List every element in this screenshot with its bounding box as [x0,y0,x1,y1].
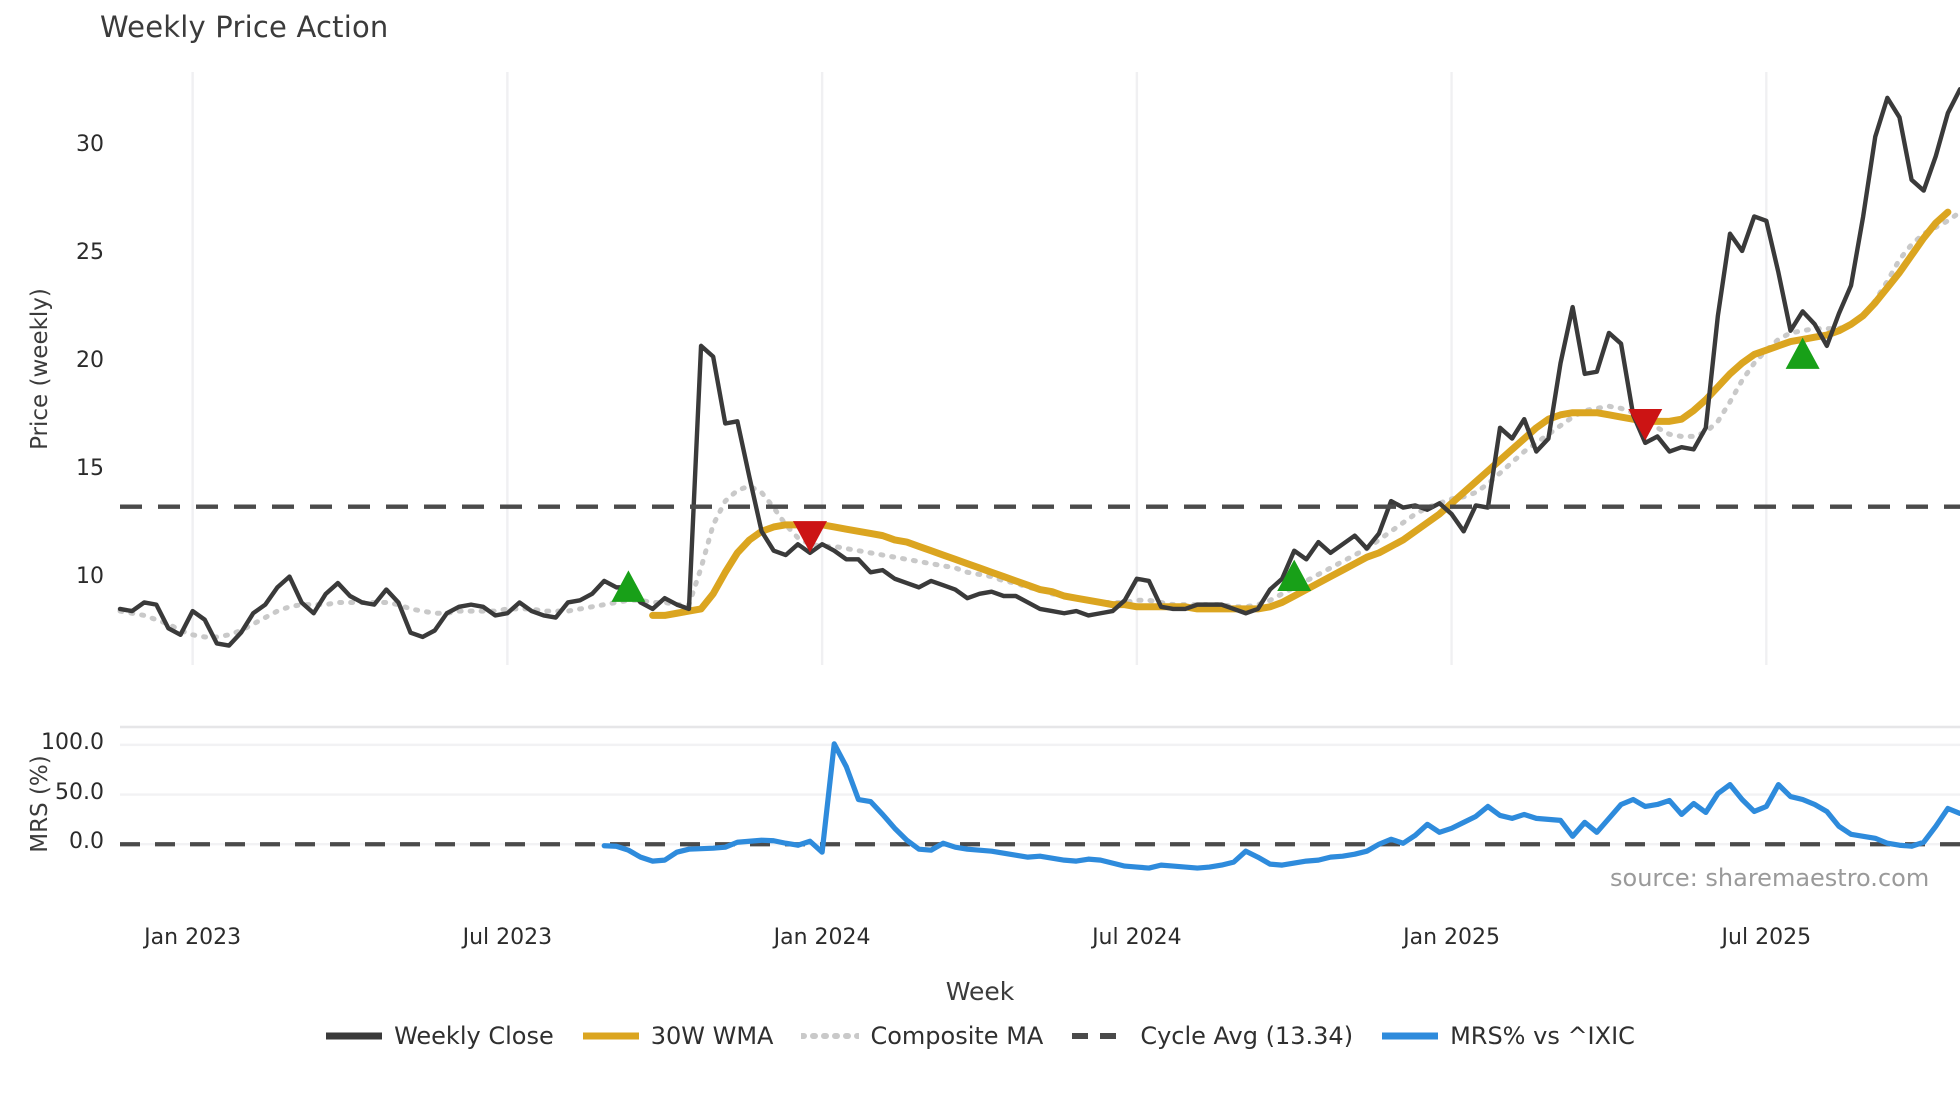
price-y-tick-label: 30 [76,132,104,158]
x-axis-label: Week [945,977,1015,1006]
buy-marker-0 [611,570,646,602]
legend-swatch-weekly-close-icon [326,1032,383,1040]
x-tick-label: Jul 2024 [1092,925,1182,950]
sell-marker-3 [1628,409,1663,441]
mrs-y-tick-label: 0.0 [69,829,104,855]
mrs-line [601,741,1960,871]
chart-legend: Weekly Close 30W WMA Composite MA Cycle Avg… [0,1022,1960,1050]
legend-label-composite-ma: Composite MA [870,1022,1044,1050]
buy-marker-2 [1277,559,1312,592]
x-tick-label: Jan 2024 [773,925,871,950]
legend-item-wma[interactable]: 30W WMA [582,1022,774,1050]
price-y-tick-label: 20 [76,348,104,374]
price-y-tick-label: 15 [76,455,104,481]
price-y-tick-label: 25 [76,240,104,266]
mrs-y-tick-label: 100.0 [41,729,104,755]
buy-marker-4 [1785,337,1820,369]
wma-line [649,208,1952,619]
price-y-tick-label: 10 [76,563,104,589]
legend-item-cycle-avg[interactable]: Cycle Avg (13.34) [1071,1022,1353,1050]
legend-swatch-cycle-avg-icon [1072,1033,1129,1039]
weekly-close-line [117,87,1960,648]
x-tick-label: Jan 2023 [144,925,242,950]
mrs-y-axis-label: MRS (%) [27,754,53,853]
legend-swatch-mrs-icon [1382,1032,1439,1040]
legend-item-composite-ma[interactable]: Composite MA [801,1022,1043,1050]
x-tick-label: Jul 2023 [462,925,553,950]
legend-item-mrs[interactable]: MRS% vs ^IXIC [1381,1022,1635,1050]
legend-item-weekly-close[interactable]: Weekly Close [325,1022,554,1050]
x-tick-label: Jul 2025 [1721,925,1812,950]
legend-swatch-wma-icon [582,1032,639,1040]
source-watermark: source: sharemaestro.com [1610,864,1930,892]
legend-label-cycle-avg: Cycle Avg (13.34) [1140,1022,1354,1050]
legend-label-weekly-close: Weekly Close [394,1022,554,1050]
price-panel-background [120,72,1960,665]
mrs-y-tick-label: 50.0 [55,779,104,805]
x-tick-label: Jan 2025 [1403,925,1501,950]
sell-marker-1 [793,521,827,553]
legend-label-wma: 30W WMA [650,1022,774,1050]
price-y-axis-label: Price (weekly) [27,287,53,450]
legend-swatch-composite-ma-icon [801,1033,860,1039]
chart-title: Weekly Price Action [100,10,389,44]
legend-label-mrs: MRS% vs ^IXIC [1450,1022,1635,1050]
